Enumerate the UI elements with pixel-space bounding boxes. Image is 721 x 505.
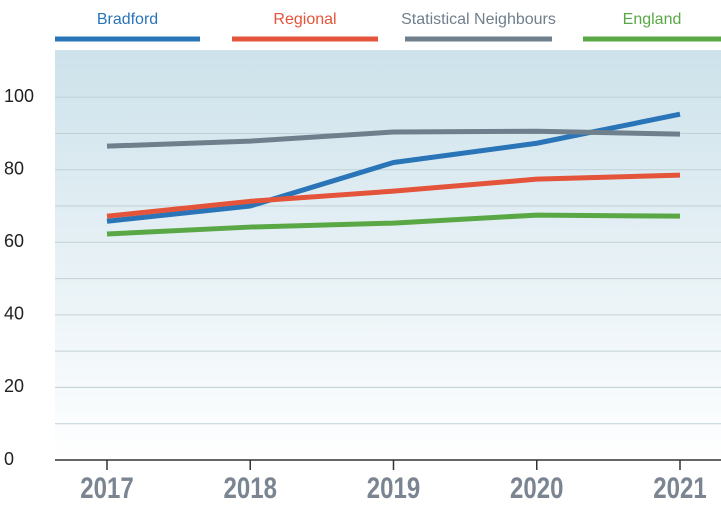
line — [106, 212, 681, 237]
y-tick-label: 60 — [4, 231, 24, 251]
y-tick-label: 40 — [4, 304, 24, 324]
y-tick-label: 0 — [4, 449, 14, 469]
plot-background — [55, 50, 721, 460]
x-tick-label: 2018 — [224, 470, 277, 504]
y-tick-label: 80 — [4, 158, 24, 178]
x-tick-label: 2019 — [367, 470, 420, 504]
x-tick-label: 2021 — [653, 470, 706, 504]
legend-label: Regional — [273, 11, 336, 28]
legend-label: England — [623, 11, 682, 28]
x-tick-label: 2017 — [80, 470, 133, 504]
y-tick-label: 20 — [4, 376, 24, 396]
y-tick-label: 100 — [4, 86, 34, 106]
legend-label: Bradford — [97, 11, 158, 28]
line — [106, 128, 681, 149]
x-tick-label: 2020 — [510, 470, 563, 504]
line — [106, 172, 681, 219]
legend-label: Statistical Neighbours — [401, 11, 556, 28]
